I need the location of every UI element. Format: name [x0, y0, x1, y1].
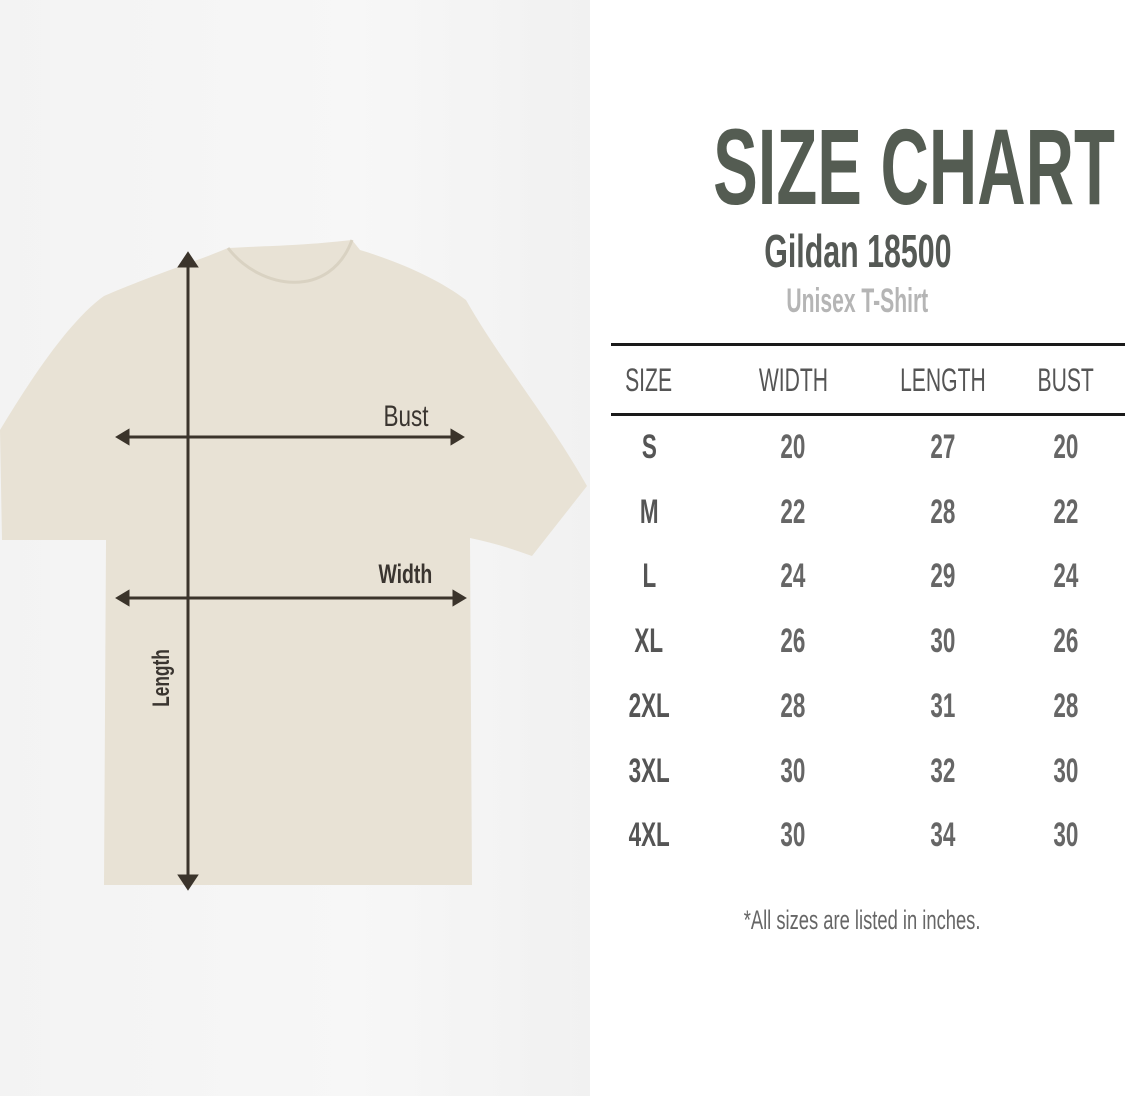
cell-text: S — [641, 428, 657, 466]
shirt-diagram-panel: Bust Width Length — [0, 0, 590, 1096]
cell-text: 30 — [1053, 751, 1079, 790]
size-cell: L — [579, 556, 719, 596]
measurement-cell: 30 — [996, 815, 1125, 855]
arrow-head-icon — [177, 874, 199, 891]
measurement-cell: 30 — [723, 815, 863, 855]
page-title: SIZE CHART — [713, 106, 1115, 227]
cell-text: 2XL — [628, 686, 670, 725]
measurement-cell: 29 — [873, 556, 1013, 596]
cell-text: 22 — [1053, 492, 1079, 531]
measurement-cell: 26 — [996, 621, 1125, 661]
measurement-cell: 24 — [723, 556, 863, 596]
cell-text: 28 — [930, 492, 956, 531]
measurement-cell: 30 — [873, 621, 1013, 661]
table-top-divider — [611, 343, 1125, 346]
cell-text: LENGTH — [900, 362, 986, 398]
cell-text: 27 — [930, 428, 956, 466]
size-cell: M — [579, 492, 719, 532]
size-cell: 4XL — [579, 815, 719, 855]
cell-text: BUST — [1037, 362, 1095, 398]
cell-text: 20 — [1053, 428, 1079, 466]
cell-text: L — [642, 557, 656, 596]
measurement-cell: 28 — [996, 686, 1125, 726]
cell-text: 30 — [930, 622, 956, 661]
cell-text: 29 — [930, 557, 956, 596]
arrow-head-icon — [115, 589, 130, 607]
measurement-cell: 20 — [996, 427, 1125, 467]
cell-text: 28 — [1053, 686, 1079, 725]
cell-text: 30 — [780, 816, 806, 855]
measurement-cell: 24 — [996, 556, 1125, 596]
cell-text: SIZE — [625, 362, 673, 398]
cell-text: 31 — [930, 686, 956, 725]
column-header-bust: BUST — [996, 360, 1125, 400]
width-label: Width — [378, 559, 433, 589]
size-cell: XL — [579, 621, 719, 661]
cell-text: XL — [634, 622, 664, 661]
measurement-cell: 28 — [873, 492, 1013, 532]
measure-arrows — [115, 251, 467, 891]
measurement-cell: 30 — [723, 751, 863, 791]
measurement-cell: 22 — [723, 492, 863, 532]
cell-text: 26 — [780, 622, 806, 661]
cell-text: 3XL — [628, 751, 670, 790]
footnote: *All sizes are listed in inches. — [744, 905, 981, 935]
arrow-head-icon — [452, 589, 467, 607]
cell-text: WIDTH — [758, 362, 828, 398]
measurement-cell: 32 — [873, 751, 1013, 791]
product-model: Gildan 18500 — [763, 225, 952, 277]
cell-text: 28 — [780, 686, 806, 725]
measurement-cell: 20 — [723, 427, 863, 467]
cell-text: 30 — [1053, 816, 1079, 855]
cell-text: 4XL — [628, 816, 670, 855]
tshirt-shape — [0, 240, 587, 885]
column-header-length: LENGTH — [873, 360, 1013, 400]
measurement-cell: 28 — [723, 686, 863, 726]
column-header-size: SIZE — [579, 360, 719, 400]
measurement-cell: 34 — [873, 815, 1013, 855]
tshirt-illustration — [0, 239, 587, 891]
cell-text: 24 — [1053, 557, 1079, 596]
arrow-head-icon — [177, 251, 199, 268]
length-label: Length — [147, 649, 175, 707]
cell-text: 34 — [930, 816, 956, 855]
cell-text: 24 — [780, 557, 806, 596]
size-cell: 3XL — [579, 751, 719, 791]
cell-text: 30 — [780, 751, 806, 790]
table-header-divider — [611, 413, 1125, 416]
size-cell: 2XL — [579, 686, 719, 726]
bust-label: Bust — [383, 400, 429, 433]
size-cell: S — [579, 427, 719, 467]
cell-text: 32 — [930, 751, 956, 790]
measurement-cell: 26 — [723, 621, 863, 661]
cell-text: 20 — [780, 428, 806, 466]
cell-text: 26 — [1053, 622, 1079, 661]
product-subtitle: Unisex T-Shirt — [786, 282, 929, 320]
column-header-width: WIDTH — [723, 360, 863, 400]
measurement-cell: 30 — [996, 751, 1125, 791]
size-chart-panel: SIZE CHART Gildan 18500 Unisex T-Shirt S… — [590, 0, 1125, 1096]
measurement-cell: 22 — [996, 492, 1125, 532]
cell-text: M — [639, 492, 659, 531]
arrow-head-icon — [115, 428, 130, 446]
measurement-cell: 27 — [873, 427, 1013, 467]
measurement-cell: 31 — [873, 686, 1013, 726]
arrow-head-icon — [450, 428, 465, 446]
cell-text: 22 — [780, 492, 806, 531]
collar-shading — [226, 239, 354, 284]
